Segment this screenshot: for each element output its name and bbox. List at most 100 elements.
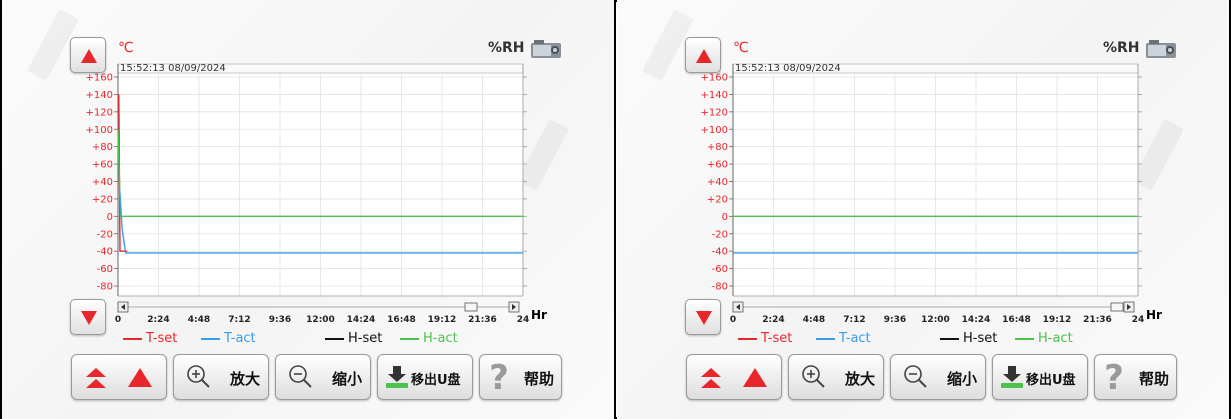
eject-usb-button[interactable]: 移出U盘 xyxy=(377,354,473,400)
x-tick-label: 2:24 xyxy=(762,315,784,325)
grid-lines xyxy=(118,73,523,296)
zoom-out-icon xyxy=(904,365,927,388)
x-tick-labels: 0 2:24 4:48 7:12 9:36 12:00 14:24 16:48 19:12 21:… xyxy=(730,315,1144,325)
x-tick-label: 7:12 xyxy=(228,315,250,325)
help-button[interactable]: ? 帮助 xyxy=(1094,354,1177,400)
series-lines xyxy=(733,215,1138,254)
y-tick-label: +60 xyxy=(92,160,113,171)
y-tick-label: +60 xyxy=(707,160,728,171)
y-tick-label: -80 xyxy=(97,282,113,293)
zoom-in-button[interactable]: 放大 xyxy=(788,354,884,400)
eject-download-icon xyxy=(1001,366,1023,388)
svg-text:?: ? xyxy=(489,359,509,395)
series-t-act-line xyxy=(119,190,523,254)
x-tick-label: 4:48 xyxy=(803,315,825,325)
y-tick-label: -60 xyxy=(97,264,113,275)
legend-t-set-label: T-set xyxy=(761,331,793,346)
zoom-in-button[interactable]: 放大 xyxy=(173,354,269,400)
y-tick-labels: +160 +140 +120 +100 +80 +60 +40 +20 0 -20 -40 -60 -8… xyxy=(701,73,1142,293)
double-up-arrow-icon xyxy=(701,368,721,388)
x-tick-label: 9:36 xyxy=(884,315,906,325)
series-lines xyxy=(117,94,523,254)
zoom-out-icon xyxy=(289,365,312,388)
usb-drive-icon xyxy=(1145,38,1177,60)
x-unit-label: Hr xyxy=(1146,308,1162,322)
triangle-down-icon xyxy=(696,311,712,325)
y-tick-label: +80 xyxy=(92,142,113,153)
zoom-out-label: 缩小 xyxy=(332,370,363,388)
y-tick-labels: +160 +140 +120 +100 +80 +60 +40 +20 0 -20 -40 -60 -8… xyxy=(86,73,527,293)
chart-panel-right: +160 +140 +120 +100 +80 +60 +40 +20 0 -20 -40 -60 -8… xyxy=(617,0,1229,419)
timestamp-label: 15:52:13 08/09/2024 xyxy=(735,63,841,74)
question-mark-icon: ? xyxy=(489,359,509,395)
y-tick-label: -60 xyxy=(712,264,728,275)
x-tick-label: 21:36 xyxy=(468,315,497,325)
x-tick-label: 24 xyxy=(1132,315,1145,325)
eject-download-icon xyxy=(386,366,408,388)
triangle-up-icon xyxy=(696,49,712,63)
legend-h-set-label: H-set xyxy=(348,331,383,346)
timestamp-label: 15:52:13 08/09/2024 xyxy=(120,63,226,74)
y-tick-label: +140 xyxy=(86,90,113,101)
eject-usb-label: 移出U盘 xyxy=(1026,373,1076,388)
scroll-thumb[interactable] xyxy=(464,302,478,312)
legend-h-act-label: H-act xyxy=(1038,331,1073,346)
scroll-up-button[interactable] xyxy=(70,37,106,73)
help-label: 帮助 xyxy=(1139,370,1170,388)
page-up-button[interactable] xyxy=(686,354,782,400)
usb-drive-icon xyxy=(530,38,562,60)
x-tick-label: 7:12 xyxy=(843,315,865,325)
x-tick-labels: 0 2:24 4:48 7:12 9:36 12:00 14:24 16:48 19:12 21:… xyxy=(115,315,529,325)
humidity-unit-label: %RH xyxy=(488,40,525,56)
zoom-in-label: 放大 xyxy=(845,370,876,388)
scroll-down-button[interactable] xyxy=(685,299,721,335)
x-tick-label: 0 xyxy=(730,315,736,325)
zoom-out-label: 缩小 xyxy=(947,370,978,388)
legend-t-set-label: T-set xyxy=(146,331,178,346)
x-tick-label: 16:48 xyxy=(1002,315,1031,325)
x-tick-label: 21:36 xyxy=(1083,315,1112,325)
y-tick-label: +40 xyxy=(707,177,728,188)
help-button[interactable]: ? 帮助 xyxy=(479,354,562,400)
question-mark-icon: ? xyxy=(1104,359,1124,395)
y-tick-label: 0 xyxy=(107,212,113,223)
x-tick-label: 14:24 xyxy=(347,315,376,325)
triangle-up-icon xyxy=(128,368,152,387)
x-tick-label: 24 xyxy=(517,315,530,325)
y-tick-label: +20 xyxy=(92,194,113,205)
legend-h-set-label: H-set xyxy=(963,331,998,346)
y-tick-label: 0 xyxy=(722,212,728,223)
scroll-down-button[interactable] xyxy=(70,299,106,335)
triangle-up-icon xyxy=(743,368,767,387)
legend-t-act-label: T-act xyxy=(839,331,871,346)
zoom-in-icon xyxy=(187,365,210,388)
legend-h-act-label: H-act xyxy=(423,331,458,346)
y-tick-label: +160 xyxy=(701,73,728,84)
y-tick-label: -40 xyxy=(97,247,113,258)
temperature-unit-label: ℃ xyxy=(733,40,749,56)
y-tick-label: +100 xyxy=(701,125,728,136)
y-tick-label: +100 xyxy=(86,125,113,136)
humidity-unit-label: %RH xyxy=(1103,40,1140,56)
x-tick-label: 4:48 xyxy=(188,315,210,325)
chart-panel-left: +160 +140 +120 +100 +80 +60 +40 +20 0 -20 -40 -60 -8… xyxy=(2,0,614,419)
x-tick-label: 16:48 xyxy=(387,315,416,325)
scroll-up-button[interactable] xyxy=(685,37,721,73)
eject-usb-button[interactable]: 移出U盘 xyxy=(992,354,1088,400)
zoom-in-label: 放大 xyxy=(230,370,261,388)
y-tick-label: +40 xyxy=(92,177,113,188)
triangle-up-icon xyxy=(81,49,97,63)
page-up-button[interactable] xyxy=(71,354,167,400)
x-tick-label: 12:00 xyxy=(921,315,950,325)
x-tick-label: 19:12 xyxy=(428,315,457,325)
y-tick-label: +120 xyxy=(86,107,113,118)
zoom-out-button[interactable]: 缩小 xyxy=(890,354,986,400)
y-tick-label: +120 xyxy=(701,107,728,118)
scroll-thumb[interactable] xyxy=(1110,302,1124,312)
triangle-down-icon xyxy=(81,311,97,325)
x-tick-label: 19:12 xyxy=(1043,315,1072,325)
temperature-unit-label: ℃ xyxy=(118,40,134,56)
y-tick-label: -40 xyxy=(712,247,728,258)
zoom-out-button[interactable]: 缩小 xyxy=(275,354,371,400)
y-tick-label: -80 xyxy=(712,282,728,293)
